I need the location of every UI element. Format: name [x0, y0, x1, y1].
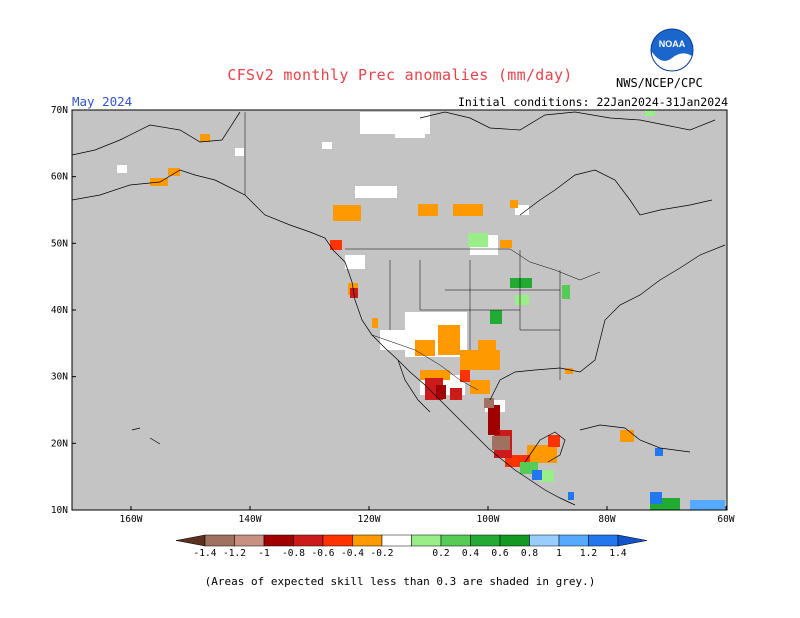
- colorbar-label: 1.2: [580, 548, 597, 559]
- lat-label: 20N: [51, 438, 68, 449]
- lon-label: 100W: [477, 514, 500, 525]
- lat-label: 40N: [51, 305, 68, 316]
- colorbar-swatch: [588, 534, 619, 547]
- colorbar-swatch: [293, 534, 324, 547]
- political-borders: [244, 112, 601, 391]
- colorbar: -1.4 -1.2 -1 -0.8 -0.6 -0.4 -0.2 0.2 0.4 0.6 0.8 1 1…: [175, 534, 648, 559]
- colorbar-swatch: [499, 534, 530, 547]
- lon-label: 120W: [358, 514, 381, 525]
- colorbar-label: -1: [258, 548, 270, 559]
- colorbar-swatch: [529, 534, 560, 547]
- lat-label: 10N: [51, 505, 68, 516]
- lon-labels: 160W 140W 120W 100W 80W 60W: [120, 506, 735, 525]
- lon-label: 80W: [598, 514, 615, 525]
- anomaly-cells: [117, 110, 725, 510]
- colorbar-swatch: [411, 534, 442, 547]
- colorbar-swatch: [322, 534, 353, 547]
- colorbar-swatch: [440, 534, 471, 547]
- lon-label: 60W: [717, 514, 734, 525]
- colorbar-swatch: [234, 534, 265, 547]
- colorbar-swatch: [263, 534, 294, 547]
- colorbar-low-arrow: [175, 534, 206, 547]
- lat-labels: 70N 60N 50N 40N 30N 20N 10N: [51, 105, 76, 516]
- lon-label: 140W: [239, 514, 262, 525]
- colorbar-label: 0.2: [432, 548, 449, 559]
- colorbar-swatch: [470, 534, 501, 547]
- colorbar-label: 0.4: [462, 548, 479, 559]
- initial-conditions: Initial conditions: 22Jan2024-31Jan2024: [457, 95, 728, 109]
- colorbar-label: 0.8: [521, 548, 538, 559]
- colorbar-label: -0.6: [312, 548, 335, 559]
- coastlines: [71, 111, 726, 506]
- logo-text: NOAA: [659, 39, 686, 49]
- noaa-logo: NOAA: [650, 28, 694, 73]
- lat-label: 50N: [51, 238, 68, 249]
- colorbar-swatch: [558, 534, 589, 547]
- colorbar-swatch: [204, 534, 235, 547]
- forecast-month: May 2024: [72, 94, 133, 109]
- colorbar-high-arrow: [617, 534, 648, 547]
- colorbar-label: -0.8: [282, 548, 305, 559]
- lat-label: 70N: [51, 105, 68, 116]
- footnote: (Areas of expected skill less than 0.3 a…: [204, 575, 596, 588]
- colorbar-label: -0.2: [371, 548, 394, 559]
- colorbar-swatch: [381, 534, 412, 547]
- colorbar-label: -1.4: [194, 548, 217, 559]
- colorbar-label: 1.4: [609, 548, 626, 559]
- colorbar-swatch: [352, 534, 383, 547]
- agency-label: NWS/NCEP/CPC: [616, 76, 703, 90]
- colorbar-label: 0.6: [491, 548, 508, 559]
- colorbar-label: -1.2: [223, 548, 246, 559]
- colorbar-label: 1: [556, 548, 562, 559]
- colorbar-label: -0.4: [341, 548, 364, 559]
- map-background: [72, 110, 727, 510]
- lat-label: 30N: [51, 372, 68, 383]
- lat-label: 60N: [51, 172, 68, 183]
- lon-label: 160W: [120, 514, 143, 525]
- map-title: CFSv2 monthly Prec anomalies (mm/day): [227, 66, 573, 84]
